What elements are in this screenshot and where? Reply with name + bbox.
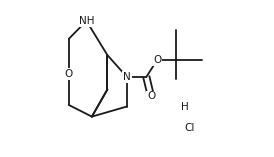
Text: NH: NH <box>79 16 94 26</box>
Text: H: H <box>181 102 189 111</box>
Text: O: O <box>65 69 73 79</box>
Text: Cl: Cl <box>185 122 195 133</box>
Text: N: N <box>123 72 131 82</box>
Text: O: O <box>153 55 161 65</box>
Text: O: O <box>147 91 155 101</box>
